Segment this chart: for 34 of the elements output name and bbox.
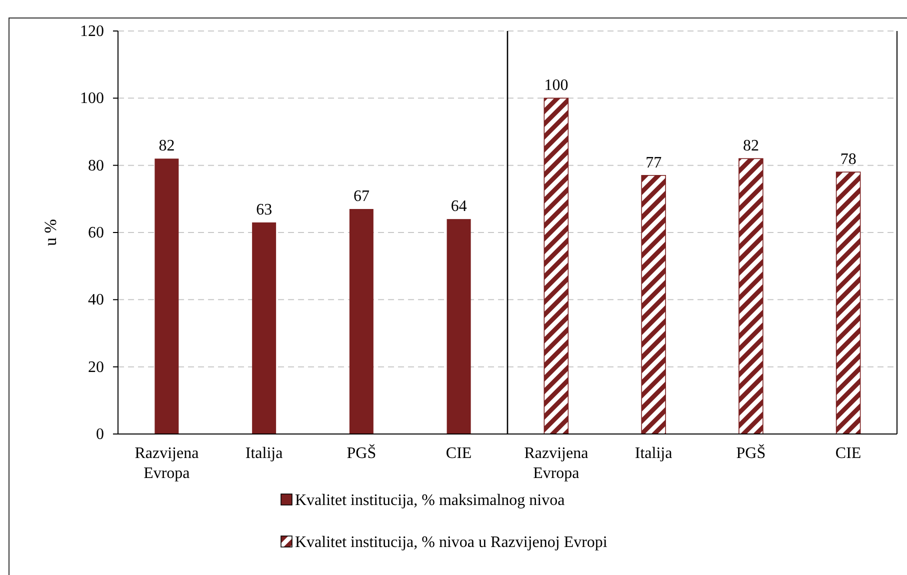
data-label: 78 <box>840 151 856 168</box>
y-tick-label: 0 <box>96 426 104 443</box>
y-tick-label: 120 <box>80 23 104 40</box>
bar <box>349 208 374 434</box>
bar <box>738 158 764 434</box>
data-label: 82 <box>158 138 175 155</box>
data-label: 77 <box>646 154 662 172</box>
bar <box>252 222 276 434</box>
bar <box>641 175 666 434</box>
bar <box>446 219 471 434</box>
data-label: 63 <box>256 201 272 218</box>
x-tick-label: Razvijena Evropa <box>524 445 588 482</box>
y-axis-title: u % <box>41 219 60 246</box>
bar <box>836 172 861 434</box>
data-label: 100 <box>544 77 568 94</box>
y-tick-label: 40 <box>88 292 104 309</box>
bar <box>154 158 179 434</box>
data-label: 82 <box>742 138 759 155</box>
legend-label: Kvalitet institucija, % maksimalnog nivoa <box>295 492 565 509</box>
y-tick-label: 20 <box>88 358 104 376</box>
bar <box>544 98 569 434</box>
x-tick-label: Italija <box>245 445 283 462</box>
legend-label: Kvalitet institucija, % nivoa u Razvijenoj Evropi <box>295 534 608 551</box>
y-tick-label: 60 <box>88 224 104 242</box>
x-tick-label: PGŠ <box>346 444 376 462</box>
x-tick-label: CIE <box>446 445 472 462</box>
y-tick-label: 100 <box>80 90 104 108</box>
data-label: 67 <box>353 188 370 205</box>
x-tick-label: PGŠ <box>736 444 766 462</box>
data-label: 64 <box>450 198 467 216</box>
x-tick-label: Razvijena Evropa <box>134 445 199 482</box>
x-tick-label: Italija <box>634 445 672 462</box>
x-tick-label: CIE <box>835 445 862 462</box>
y-tick-label: 80 <box>88 157 104 174</box>
